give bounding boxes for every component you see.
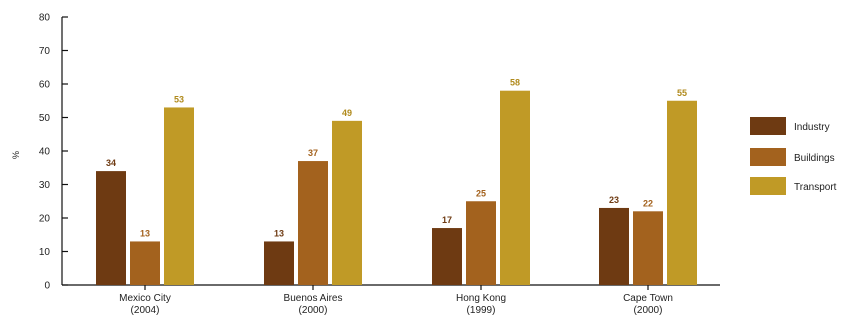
value-label: 49	[342, 108, 352, 118]
bar-transport-1	[164, 107, 194, 285]
bars	[96, 90, 697, 285]
category-label: Mexico City	[119, 293, 171, 304]
bar-transport-3	[500, 90, 530, 285]
bar-buildings-3	[466, 201, 496, 285]
legend-label-transport: Transport	[794, 182, 837, 193]
category-label: Cape Town	[623, 293, 673, 304]
value-label: 58	[510, 78, 520, 88]
y-tick-label: 10	[39, 247, 51, 258]
value-label: 17	[442, 215, 452, 225]
value-label: 55	[677, 88, 687, 98]
category-year-label: (2000)	[299, 305, 328, 316]
y-tick-label: 60	[39, 80, 51, 91]
y-tick-label: 70	[39, 46, 51, 57]
bar-industry-4	[599, 207, 629, 285]
value-label: 13	[140, 228, 150, 238]
y-tick-label: 30	[39, 180, 51, 191]
y-tick-label: 0	[44, 281, 50, 292]
bar-buildings-2	[298, 161, 328, 285]
bar-industry-3	[432, 228, 462, 285]
bar-buildings-1	[130, 241, 160, 285]
legend-swatch-buildings	[750, 148, 786, 166]
y-axis: 0 10 20 30 40 50 60 70 80	[39, 13, 68, 292]
value-label: 22	[643, 198, 653, 208]
value-label: 13	[274, 228, 284, 238]
category-year-label: (2004)	[131, 305, 160, 316]
value-label: 23	[609, 195, 619, 205]
category-year-label: (2000)	[634, 305, 663, 316]
x-axis	[62, 284, 720, 290]
y-axis-label: %	[11, 151, 21, 159]
category-labels: Mexico City(2004)Buenos Aires(2000)Hong …	[119, 293, 673, 316]
bar-buildings-4	[633, 211, 663, 285]
legend-label-buildings: Buildings	[794, 153, 835, 164]
bar-industry-1	[96, 171, 126, 285]
category-label: Hong Kong	[456, 293, 506, 304]
y-tick-label: 80	[39, 13, 51, 24]
category-year-label: (1999)	[467, 305, 496, 316]
value-label: 37	[308, 148, 318, 158]
value-labels: 34 13 53 13 37 49 17 25 58 23 22 55	[106, 78, 687, 239]
legend: Industry Buildings Transport	[750, 117, 837, 195]
category-label: Buenos Aires	[284, 293, 343, 304]
value-label: 34	[106, 158, 116, 168]
y-tick-label: 20	[39, 214, 51, 225]
legend-swatch-transport	[750, 177, 786, 195]
y-tick-label: 50	[39, 113, 51, 124]
bar-industry-2	[264, 241, 294, 285]
value-label: 53	[174, 94, 184, 104]
bar-transport-4	[667, 100, 697, 285]
legend-label-industry: Industry	[794, 122, 830, 133]
legend-swatch-industry	[750, 117, 786, 135]
bar-transport-2	[332, 120, 362, 285]
value-label: 25	[476, 188, 486, 198]
y-tick-label: 40	[39, 147, 51, 158]
